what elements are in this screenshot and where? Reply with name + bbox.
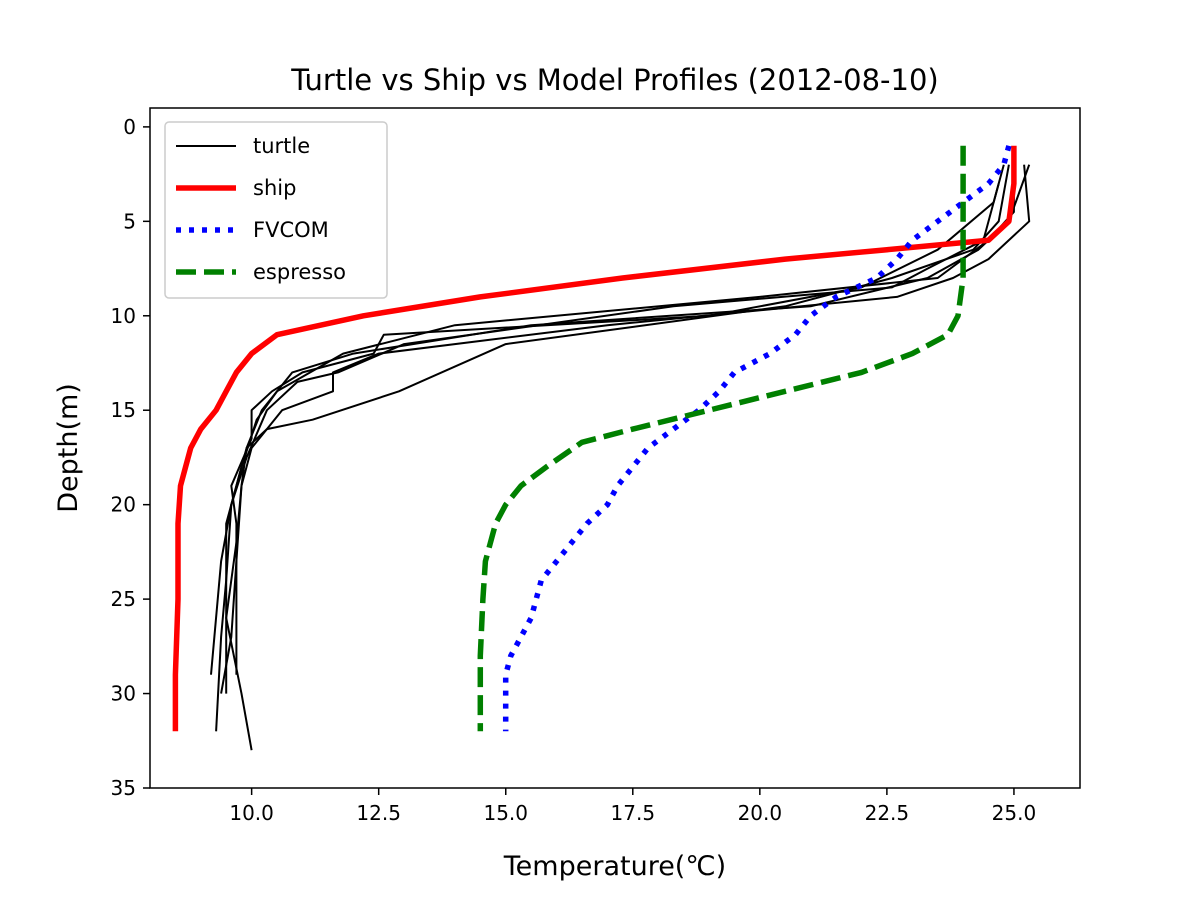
y-tick-label: 5 [123, 209, 136, 233]
y-tick-label: 10 [111, 304, 136, 328]
series-line-turtle-6 [225, 164, 1010, 694]
y-tick-label: 35 [111, 776, 136, 800]
x-tick-label: 20.0 [738, 801, 783, 825]
series-line-turtle-1 [230, 164, 1005, 675]
legend: turtle ship FVCOM espresso [164, 121, 388, 299]
y-axis-title: Depth(m) [53, 383, 84, 513]
x-axis-title: Temperature(℃) [503, 851, 726, 882]
x-tick-label: 25.0 [992, 801, 1037, 825]
x-tick-label: 10.0 [229, 801, 274, 825]
legend-frame [164, 121, 388, 299]
y-tick-label: 20 [111, 493, 136, 517]
legend-label-turtle: turtle [253, 134, 310, 158]
legend-label-fvcom: FVCOM [253, 218, 329, 242]
legend-label-espresso: espresso [253, 260, 346, 284]
series-line-turtle-5 [210, 183, 1000, 675]
series-line-turtle-3 [225, 183, 1015, 751]
x-tick-label: 17.5 [611, 801, 656, 825]
x-tick-label: 22.5 [865, 801, 910, 825]
ticks-layer: 10.0 12.5 15.0 17.5 20.0 22.5 25.0 0 5 10 15 20 25 30… [111, 115, 1037, 825]
series-line-espresso-1 [477, 145, 966, 732]
y-tick-label: 25 [111, 587, 136, 611]
x-tick-label: 15.0 [483, 801, 528, 825]
series-line-ship-1 [172, 145, 1017, 732]
axes-frame [149, 107, 1081, 789]
series-layer [172, 145, 1031, 751]
x-tick-label: 12.5 [356, 801, 401, 825]
y-tick-label: 30 [111, 682, 136, 706]
y-tick-label: 15 [111, 398, 136, 422]
chart-title: Turtle vs Ship vs Model Profiles (2012-0… [290, 63, 939, 97]
legend-label-ship: ship [253, 176, 296, 200]
y-tick-label: 0 [123, 115, 136, 139]
